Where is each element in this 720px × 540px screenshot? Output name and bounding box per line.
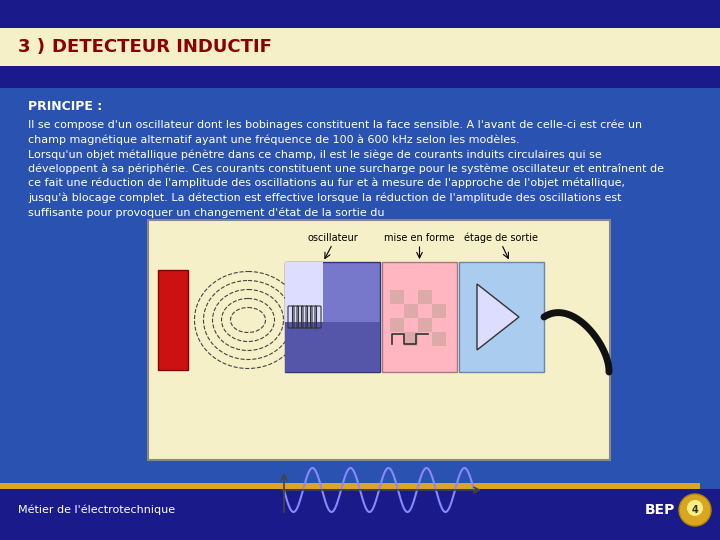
Bar	[0, 0, 720, 28]
Bar	[158, 270, 188, 370]
Text: Il se compose d'un oscillateur dont les bobinages constituent la face sensible. : Il se compose d'un oscillateur dont les …	[28, 120, 642, 131]
Circle shape	[687, 500, 703, 516]
Bar	[285, 322, 380, 372]
Text: suffisante pour provoquer un changement d'état de la sortie du: suffisante pour provoquer un changement …	[28, 207, 384, 218]
Bar	[418, 290, 432, 304]
Text: ce fait une réduction de l'amplitude des oscillations au fur et à mesure de l'ap: ce fait une réduction de l'amplitude des…	[28, 178, 625, 188]
Bar	[459, 262, 544, 372]
Text: champ magnétique alternatif ayant une fréquence de 100 à 600 kHz selon les modèl: champ magnétique alternatif ayant une fr…	[28, 134, 520, 145]
Text: étage de sortie: étage de sortie	[464, 233, 539, 243]
Bar	[285, 262, 323, 372]
Text: 4: 4	[692, 505, 698, 515]
Bar	[0, 489, 720, 540]
Polygon shape	[477, 284, 519, 350]
Text: Lorsqu'un objet métallique pénètre dans ce champ, il est le siège de courants in: Lorsqu'un objet métallique pénètre dans …	[28, 149, 602, 159]
Bar	[418, 304, 432, 318]
Bar	[390, 318, 404, 332]
Bar	[404, 318, 418, 332]
Bar	[148, 220, 610, 460]
Bar	[390, 332, 404, 346]
Text: BEP: BEP	[645, 503, 675, 517]
Bar	[390, 290, 404, 304]
Text: PRINCIPE :: PRINCIPE :	[28, 100, 102, 113]
Bar	[418, 332, 432, 346]
Bar	[285, 262, 380, 372]
Bar	[0, 483, 700, 489]
Text: DETECTEUR INDUCTIF: DETECTEUR INDUCTIF	[52, 38, 272, 56]
Bar	[418, 318, 432, 332]
Text: développent à sa périphérie. Ces courants constituent une surcharge pour le syst: développent à sa périphérie. Ces courant…	[28, 164, 664, 174]
Bar	[404, 332, 418, 346]
Bar	[390, 304, 404, 318]
Bar	[404, 290, 418, 304]
Bar	[432, 290, 446, 304]
Bar	[0, 88, 720, 483]
Text: 3 ): 3 )	[18, 38, 45, 56]
Bar	[432, 332, 446, 346]
Bar	[0, 66, 720, 88]
Bar	[432, 318, 446, 332]
Text: oscillateur: oscillateur	[307, 233, 358, 243]
Text: jusqu'à blocage complet. La détection est effective lorsque la réduction de l'am: jusqu'à blocage complet. La détection es…	[28, 192, 621, 203]
Bar	[382, 262, 457, 372]
Bar	[404, 304, 418, 318]
Circle shape	[679, 494, 711, 526]
Text: Métier de l'électrotechnique: Métier de l'électrotechnique	[18, 505, 175, 515]
Bar	[432, 304, 446, 318]
Bar	[0, 28, 720, 66]
Text: mise en forme: mise en forme	[384, 233, 455, 243]
